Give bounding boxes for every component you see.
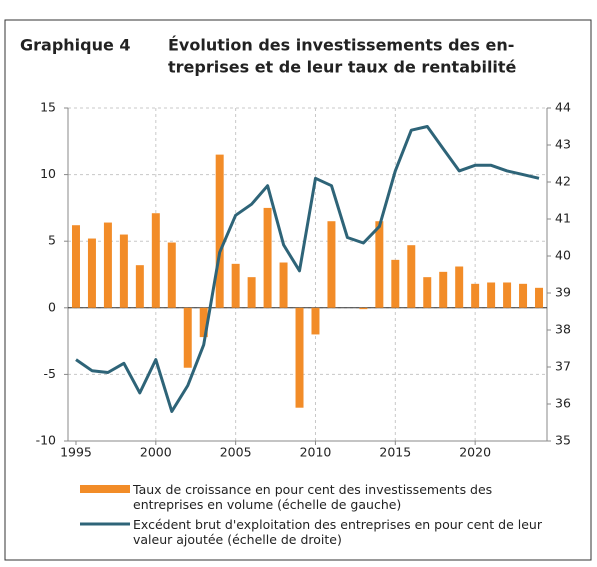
bar <box>471 283 480 308</box>
bar <box>455 266 464 308</box>
y2-tick-label: 35 <box>555 433 571 448</box>
bar <box>359 307 368 310</box>
bar <box>215 154 224 308</box>
bar <box>535 287 544 308</box>
y2-tick-label: 38 <box>555 322 571 337</box>
y2-tick-label: 41 <box>555 211 571 226</box>
bar <box>151 213 160 308</box>
y-tick-label: 5 <box>48 233 56 248</box>
bar <box>311 307 320 335</box>
x-tick-label: 2020 <box>459 445 491 460</box>
bar <box>119 234 128 308</box>
bar <box>327 221 336 308</box>
bar <box>487 282 496 308</box>
line <box>75 125 540 413</box>
bar <box>263 207 272 308</box>
bar <box>103 222 112 308</box>
legend-label: Taux de croissance en pour cent des inve… <box>133 482 493 512</box>
bar <box>71 225 80 308</box>
x-tick-label: 2005 <box>220 445 252 460</box>
y2-tick-label: 37 <box>555 359 571 374</box>
y2-tick-label: 40 <box>555 248 571 263</box>
bar <box>135 265 144 308</box>
bar <box>519 283 528 308</box>
y2-tick-label: 36 <box>555 396 571 411</box>
y-tick-label: 10 <box>40 166 56 181</box>
bar <box>183 307 192 368</box>
legend-label: Excédent brut d'exploitation des entrepr… <box>133 517 542 547</box>
bar <box>295 307 304 408</box>
bar <box>439 271 448 308</box>
y2-tick-label: 43 <box>555 137 571 152</box>
bar <box>279 262 288 308</box>
frame <box>4 19 592 561</box>
y-tick-label: -10 <box>36 433 56 448</box>
y-tick-label: 0 <box>48 299 56 314</box>
bar <box>391 259 400 308</box>
y-tick-label: 15 <box>40 100 56 115</box>
bar <box>423 277 432 308</box>
bar <box>503 282 512 308</box>
y2-tick-label: 42 <box>555 174 571 189</box>
bar <box>199 307 208 338</box>
bar <box>167 242 176 308</box>
bar <box>407 245 416 308</box>
x-tick-label: 2000 <box>140 445 172 460</box>
bar <box>375 221 384 308</box>
x-tick-label: 1995 <box>60 445 92 460</box>
bar <box>87 238 96 308</box>
x-tick-label: 2010 <box>300 445 332 460</box>
chart-title: Évolution des investissements des en- <box>168 36 514 55</box>
y2-tick-label: 39 <box>555 285 571 300</box>
bar <box>231 263 240 308</box>
bar <box>247 277 256 308</box>
chart-title: treprises et de leur taux de rentabilité <box>168 58 517 77</box>
x-tick-label: 2015 <box>379 445 411 460</box>
legend-swatch <box>80 485 130 493</box>
chart-label: Graphique 4 <box>20 36 131 55</box>
y2-tick-label: 44 <box>555 100 571 115</box>
y-tick-label: -5 <box>44 366 56 381</box>
